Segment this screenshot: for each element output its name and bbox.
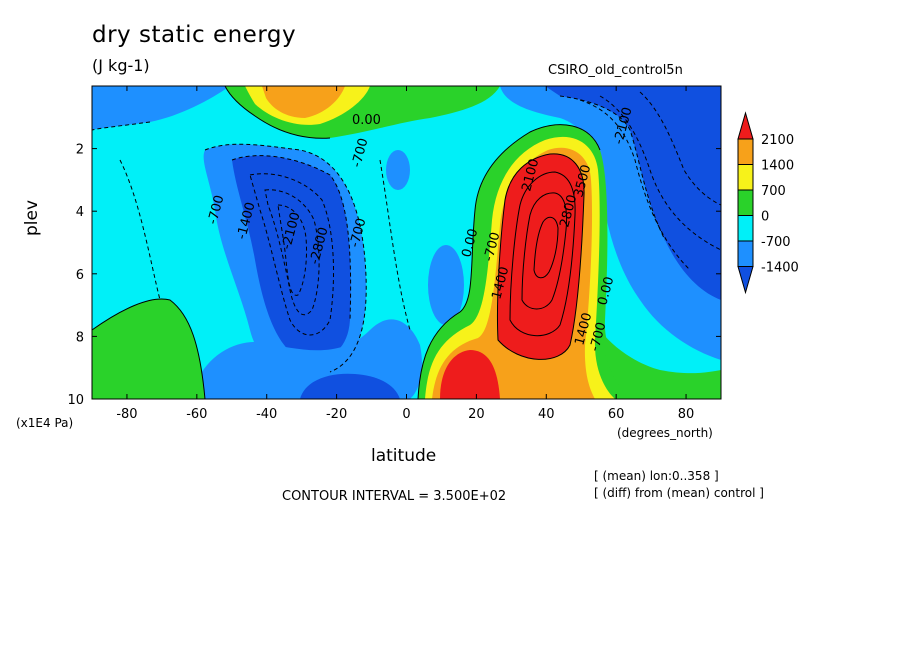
note-mean: [ (mean) lon:0..358 ] — [594, 469, 719, 483]
contour-interval: CONTOUR INTERVAL = 3.500E+02 — [282, 489, 507, 504]
colorbar-label: -700 — [761, 235, 791, 250]
colorbar-swatch — [737, 240, 754, 267]
blob-eq-middle — [428, 245, 464, 325]
x-tick-label: 40 — [538, 407, 555, 422]
x-tick-label: 0 — [402, 407, 410, 422]
chart-title: dry static energy — [92, 22, 297, 48]
band-1400-top — [262, 86, 345, 118]
contour-label: 0.00 — [459, 227, 481, 259]
note-diff: [ (diff) from (mean) control ] — [594, 486, 764, 500]
colorbar-swatch — [737, 215, 754, 242]
y-tick-label: 8 — [76, 330, 84, 345]
band-neg-nh-inner — [545, 86, 721, 300]
y-tick-label: 2 — [76, 143, 84, 158]
band-neg-upper-left — [92, 86, 230, 130]
colorbar-label: 1400 — [761, 159, 794, 174]
contour-label: -700 — [347, 217, 369, 249]
band-neg-sh-inner — [232, 155, 351, 361]
chart-units: (J kg-1) — [92, 56, 150, 75]
x-tick-label: 80 — [678, 407, 695, 422]
y-axis-unit: (x1E4 Pa) — [16, 416, 74, 430]
x-tick-label: -60 — [186, 407, 207, 422]
colorbar-label: 700 — [761, 184, 786, 199]
x-axis-unit: (degrees_north) — [617, 426, 713, 440]
contour-label: 0.00 — [352, 113, 381, 128]
colorbar: 2100 1400 700 0 -700 -1400 — [737, 111, 799, 295]
band-2100-nh — [497, 153, 585, 360]
x-tick-label: -80 — [116, 407, 137, 422]
band-2100-lower — [440, 350, 500, 399]
x-tick-label: -20 — [326, 407, 347, 422]
band-zero-sw — [92, 299, 205, 399]
contour-label: -700 — [481, 231, 503, 263]
colorbar-label: -1400 — [761, 261, 799, 276]
contour-field — [92, 86, 721, 399]
x-tick-label: -40 — [256, 407, 277, 422]
band-zero-se — [600, 330, 721, 399]
y-tick-label: 6 — [76, 268, 84, 283]
colorbar-label: 2100 — [761, 133, 794, 148]
colorbar-swatch — [737, 189, 754, 216]
contour-label: -700 — [587, 321, 609, 353]
y-tick-label: 4 — [76, 205, 84, 220]
x-tick-label: 20 — [468, 407, 485, 422]
y-tick-label: 10 — [67, 393, 84, 408]
colorbar-swatch — [737, 164, 754, 191]
axes: -80 -60 -40 -20 0 20 40 60 80 2 4 6 8 10 — [67, 86, 721, 422]
x-tick-label: 60 — [608, 407, 625, 422]
contour-lines — [92, 86, 721, 399]
blob-eq-upper — [386, 150, 410, 190]
contour-label: -700 — [205, 194, 227, 226]
x-axis-label: latitude — [371, 446, 437, 466]
dataset-name: CSIRO_old_control5n — [548, 63, 683, 78]
contour-label: -700 — [349, 137, 371, 169]
colorbar-bottom-arrow — [737, 266, 754, 295]
band-neg-lower-inner — [300, 373, 400, 399]
contour-label: 0.00 — [595, 275, 617, 307]
colorbar-label: 0 — [761, 210, 769, 225]
colorbar-swatch — [737, 138, 754, 165]
colorbar-top-arrow — [737, 111, 754, 140]
